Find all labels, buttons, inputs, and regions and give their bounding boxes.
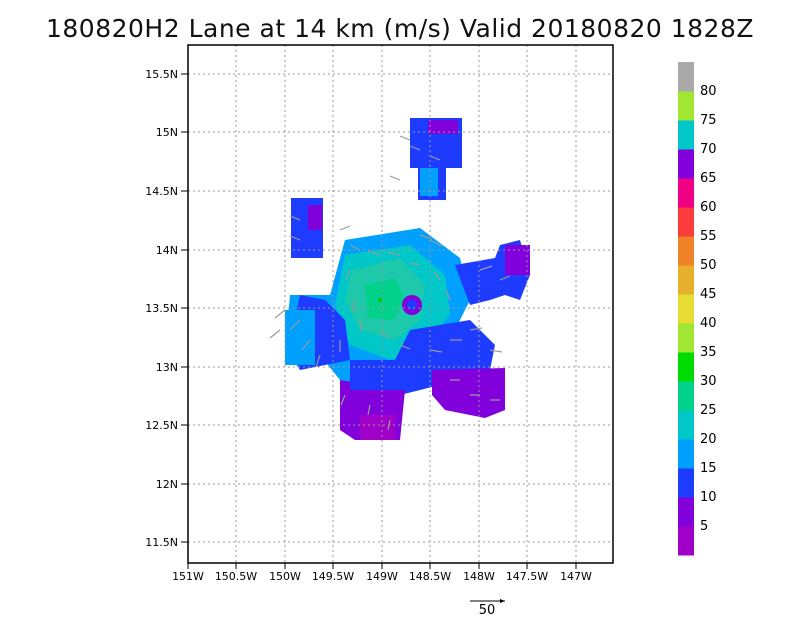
- reference-vector: 50: [470, 599, 505, 618]
- colorbar-label: 30: [700, 374, 717, 389]
- axis-ticks: [181, 73, 577, 569]
- colorbar-label: 35: [700, 345, 717, 360]
- colorbar-label: 80: [700, 84, 717, 99]
- colorbar-segment: [678, 178, 694, 208]
- colorbar-segment: [678, 497, 694, 527]
- storm-body: [285, 228, 530, 440]
- colorbar-label: 15: [700, 461, 717, 476]
- lon-label: 150W: [269, 570, 301, 583]
- colorbar-label: 20: [700, 432, 717, 447]
- lat-label: 14N: [156, 244, 178, 257]
- map-title: 180820H2 Lane at 14 km (m/s) Valid 20180…: [46, 14, 754, 43]
- lon-label: 150.5W: [215, 570, 257, 583]
- colorbar-segment: [678, 439, 694, 469]
- colorbar-segment: [678, 352, 694, 382]
- colorbar-segment: [678, 120, 694, 150]
- lat-label: 12N: [156, 478, 178, 491]
- lat-label: 12.5N: [145, 419, 178, 432]
- lon-label: 149.5W: [312, 570, 354, 583]
- colorbar-segment: [678, 62, 694, 92]
- reference-vector-label: 50: [479, 603, 496, 618]
- colorbar-label: 40: [700, 316, 717, 331]
- lat-labels: 15.5N 15N 14.5N 14N 13.5N 13N 12.5N 12N …: [145, 68, 178, 549]
- storm-center-marker: [378, 298, 382, 302]
- lat-label: 11.5N: [145, 536, 178, 549]
- colorbar-segment: [678, 149, 694, 179]
- colorbar-segment: [678, 91, 694, 121]
- lon-label: 148W: [463, 570, 495, 583]
- colorbar-label: 50: [700, 258, 717, 273]
- wind-vectors: [269, 135, 511, 431]
- lon-label: 147W: [560, 570, 592, 583]
- north-cluster: [410, 118, 462, 200]
- wind-field: [285, 118, 530, 440]
- colorbar-segment: [678, 526, 694, 556]
- colorbar-segment: [678, 323, 694, 353]
- lat-label: 13N: [156, 361, 178, 374]
- lon-label: 149W: [366, 570, 398, 583]
- colorbar-label: 70: [700, 142, 717, 157]
- colorbar-label: 55: [700, 229, 717, 244]
- west-cluster: [291, 198, 323, 258]
- lon-label: 147.5W: [506, 570, 548, 583]
- colorbar-label: 10: [700, 490, 717, 505]
- colorbar-segment: [678, 468, 694, 498]
- colorbar-label: 75: [700, 113, 717, 128]
- map-gridlines: [188, 45, 613, 563]
- lon-labels: 151W 150.5W 150W 149.5W 149W 148.5W 148W…: [172, 570, 592, 583]
- colorbar-segment: [678, 410, 694, 440]
- colorbar-label: 5: [700, 519, 708, 534]
- colorbar-segment: [678, 236, 694, 266]
- colorbar-segment: [678, 381, 694, 411]
- lat-label: 14.5N: [145, 185, 178, 198]
- colorbar: 5 10 15 20 25 30 35 40 45 50 55 60 65 70 75 80: [678, 62, 717, 556]
- colorbar-segment: [678, 265, 694, 295]
- colorbar-segment: [678, 207, 694, 237]
- lon-label: 151W: [172, 570, 204, 583]
- colorbar-segment: [678, 294, 694, 324]
- colorbar-label: 45: [700, 287, 717, 302]
- lat-label: 15N: [156, 126, 178, 139]
- colorbar-label: 60: [700, 200, 717, 215]
- lon-label: 148.5W: [409, 570, 451, 583]
- colorbar-label: 65: [700, 171, 717, 186]
- map-frame: [187, 44, 614, 564]
- lat-label: 15.5N: [145, 68, 178, 81]
- colorbar-label: 25: [700, 403, 717, 418]
- lat-label: 13.5N: [145, 302, 178, 315]
